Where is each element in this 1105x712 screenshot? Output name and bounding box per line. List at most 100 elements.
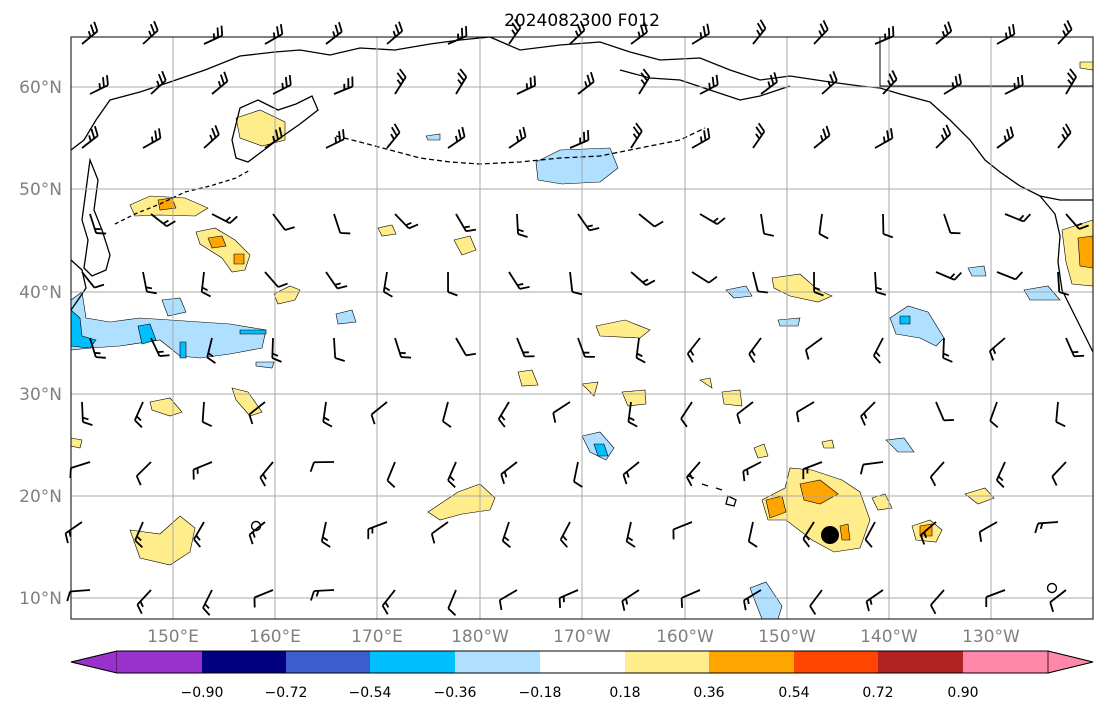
lat-label-50n: 50°N [19, 180, 62, 200]
gridlines [71, 37, 1093, 619]
colorbar-segment [286, 651, 370, 673]
wind-barb [272, 74, 292, 95]
wind-barb [985, 589, 1006, 608]
colorbar-segment [370, 651, 455, 673]
wind-barb [325, 129, 345, 149]
wind-barbs [64, 18, 1089, 616]
wind-barb [64, 521, 83, 544]
wind-barb [248, 521, 266, 545]
colorbar-segment [117, 651, 202, 673]
wind-barb [813, 271, 824, 297]
wind-barb [367, 521, 388, 540]
wind-barb [573, 461, 583, 488]
wind-barb [1057, 123, 1072, 149]
wind-barb [919, 521, 937, 545]
wind-barb [264, 127, 283, 149]
calm-wind-circle [1046, 582, 1058, 594]
alaska-coastline [489, 36, 1093, 201]
wind-barb [81, 21, 99, 45]
wind-barb [201, 401, 213, 427]
sakhalin-coastline [81, 157, 111, 277]
wind-barb [859, 461, 884, 475]
wind-barb [447, 271, 458, 297]
colorbar-tick-label: 0.18 [609, 685, 640, 701]
wind-barb [874, 128, 894, 149]
colorbar-extend-high [1047, 650, 1094, 674]
strong-positive-core [839, 523, 851, 541]
wind-barb [272, 213, 295, 231]
wind-barb [1065, 68, 1077, 95]
wind-barb [672, 521, 693, 540]
colorbar-segment [625, 651, 709, 673]
wind-barb [996, 271, 1023, 281]
wind-barb [795, 401, 815, 423]
wind-barb [882, 213, 894, 239]
wind-barb [508, 126, 527, 149]
wind-barb [1065, 213, 1089, 230]
colorbar-tick-label: −0.18 [519, 685, 562, 701]
wind-barb [747, 521, 758, 548]
wind-barb [552, 401, 571, 423]
strong-positive-core [1077, 235, 1094, 269]
colorbar-segment [963, 651, 1048, 673]
wind-barb [569, 271, 583, 296]
map-frame [70, 36, 1094, 620]
wind-barb [805, 337, 823, 360]
lon-label-170w: 170°W [553, 627, 611, 647]
colorbar-tick-label: 0.72 [862, 685, 893, 701]
wind-barb [264, 24, 284, 45]
wind-barb [691, 128, 711, 149]
map-panel [64, 18, 1094, 620]
wind-barb [386, 461, 396, 488]
wind-barb [136, 589, 152, 615]
wind-barb [508, 271, 530, 290]
wind-barb [309, 461, 335, 472]
colorbar-segment [794, 651, 878, 673]
lon-label-150w: 150°W [758, 627, 816, 647]
colorbar-tick-label: −0.90 [181, 685, 224, 701]
wind-barb [447, 126, 466, 149]
wind-barb [81, 125, 99, 149]
wind-barb [813, 125, 831, 149]
positive-anomaly-region [721, 389, 743, 407]
wind-barb [813, 20, 829, 45]
wind-barb [577, 71, 595, 95]
wind-barb [748, 337, 762, 363]
positive-anomaly-region [595, 319, 651, 339]
asia-coastline [70, 36, 491, 151]
wind-barb [691, 23, 710, 45]
wind-barb [942, 337, 953, 363]
colorbar-tick-label: 0.54 [778, 685, 809, 701]
wind-barb [1004, 213, 1031, 223]
wind-barb [630, 122, 643, 149]
wind-barb [501, 521, 512, 548]
wind-barb [559, 521, 571, 548]
wind-barb [447, 589, 457, 616]
wind-barb [248, 401, 266, 425]
colorbar-segment [709, 651, 794, 673]
positive-anomaly-region [70, 437, 83, 449]
colorbar-frame [70, 650, 1094, 674]
lat-label-30n: 30°N [19, 385, 62, 405]
wind-barb [150, 337, 170, 357]
wind-barb [621, 589, 640, 611]
negative-anomaly-region [161, 297, 187, 317]
wind-barb [802, 521, 815, 548]
wind-barb [150, 213, 176, 228]
wind-barb [1004, 74, 1024, 95]
negative-anomaly-region [70, 291, 267, 359]
wind-barb [625, 521, 636, 548]
alaska-peninsula [619, 69, 791, 101]
wind-barb [211, 71, 229, 95]
wind-barb [333, 76, 354, 95]
wind-barb [860, 401, 876, 426]
wind-barb [192, 461, 213, 480]
north-america-coastline [1039, 195, 1094, 353]
coastlines [70, 36, 1094, 507]
wind-barb [1055, 401, 1066, 428]
strong-negative-core [593, 443, 609, 457]
strong-positive-core [157, 197, 177, 211]
wind-barb [441, 401, 452, 428]
positive-anomaly-region [517, 369, 539, 387]
wind-barb [821, 70, 838, 95]
